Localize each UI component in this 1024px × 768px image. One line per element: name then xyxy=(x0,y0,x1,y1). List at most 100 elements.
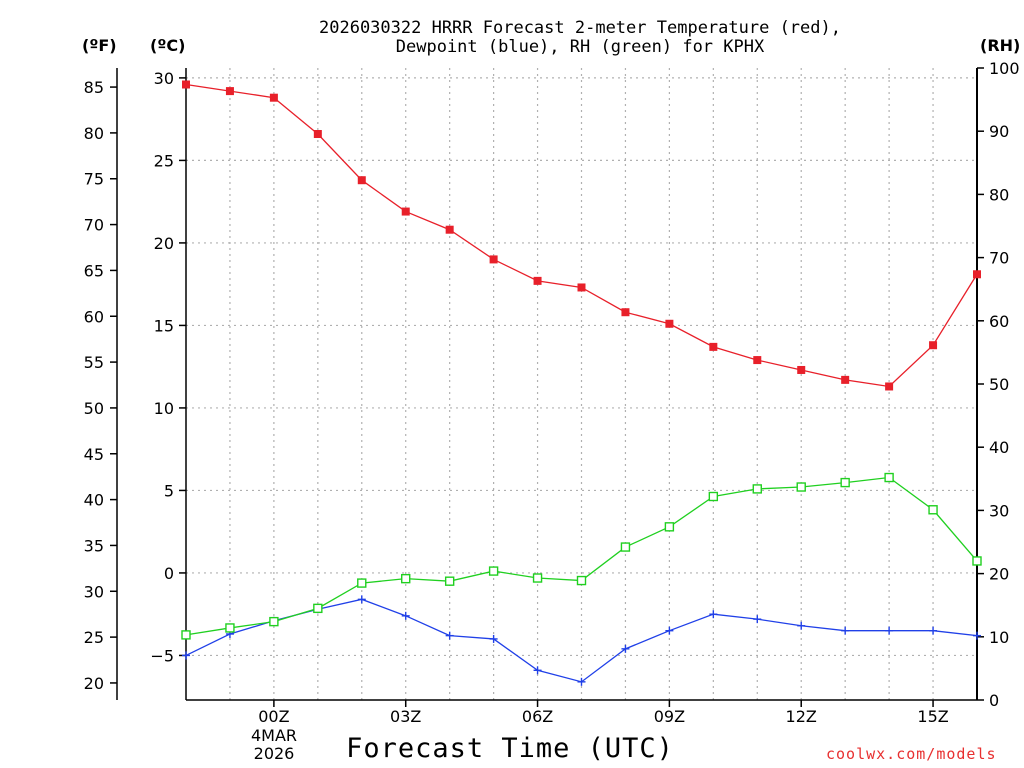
temperature-point xyxy=(489,255,498,264)
rh-tick-label: 10 xyxy=(989,628,1009,647)
fahrenheit-tick-label: 85 xyxy=(84,78,104,97)
fahrenheit-tick-label: 50 xyxy=(84,399,104,418)
rh-tick-label: 20 xyxy=(989,565,1009,584)
rh-point xyxy=(225,623,235,633)
temperature-point xyxy=(841,375,850,384)
temperature-point xyxy=(973,270,981,279)
rh-point xyxy=(972,556,982,566)
rh-point xyxy=(708,491,719,502)
dewpoint-point xyxy=(445,631,454,640)
rh-point xyxy=(401,573,411,584)
fahrenheit-tick-label: 75 xyxy=(84,170,104,189)
celsius-tick-label: 20 xyxy=(154,234,174,253)
temperature-point xyxy=(269,93,278,102)
fahrenheit-tick-label: 40 xyxy=(84,491,104,510)
credit-link[interactable]: coolwx.com/models xyxy=(826,745,997,763)
rh-unit-label: (RH) xyxy=(980,36,1021,55)
fahrenheit-tick-label: 30 xyxy=(84,582,104,601)
grid-lines xyxy=(186,68,977,700)
rh-tick-label: 40 xyxy=(989,438,1009,457)
date-year-label: 2026 xyxy=(253,744,295,763)
fahrenheit-tick-label: 25 xyxy=(84,628,104,647)
rh-tick-label: 80 xyxy=(989,185,1009,204)
x-tick-label: 12Z xyxy=(786,707,817,726)
data-series xyxy=(181,80,982,686)
rh-point xyxy=(357,578,367,588)
temperature-point xyxy=(401,207,410,216)
rh-point xyxy=(313,603,323,614)
celsius-tick-label: 5 xyxy=(164,481,174,500)
date-day-label: 4MAR xyxy=(250,726,298,745)
rh-tick-label: 50 xyxy=(989,375,1009,394)
rh-point xyxy=(620,542,631,552)
fahrenheit-tick-label: 20 xyxy=(84,674,104,693)
x-tick-label: 15Z xyxy=(917,707,948,726)
temperature-point xyxy=(533,276,542,285)
dewpoint-point xyxy=(577,677,586,686)
temperature-point xyxy=(182,80,190,89)
temperature-point xyxy=(665,319,674,328)
fahrenheit-tick-label: 60 xyxy=(84,307,104,326)
rh-point xyxy=(884,472,894,483)
rh-point xyxy=(532,573,543,583)
fahrenheit-tick-label: 80 xyxy=(84,124,104,143)
fahrenheit-tick-label: 35 xyxy=(84,536,104,555)
dewpoint-point xyxy=(401,611,410,620)
rh-tick-label: 60 xyxy=(989,312,1009,331)
dewpoint-point xyxy=(489,634,498,643)
x-tick-label: 09Z xyxy=(654,707,685,726)
rh-tick-label: 70 xyxy=(989,249,1009,268)
rh-point xyxy=(488,566,499,576)
rh-point xyxy=(752,484,762,494)
dewpoint-point xyxy=(973,631,981,640)
temperature-point xyxy=(753,356,762,365)
dewpoint-point xyxy=(841,626,850,635)
temperature-point xyxy=(577,283,586,292)
temperature-point xyxy=(445,225,454,234)
temperature-point xyxy=(797,365,806,374)
dewpoint-point xyxy=(357,595,366,604)
dewpoint-point xyxy=(929,626,938,635)
dewpoint-point xyxy=(621,644,630,653)
rh-tick-label: 0 xyxy=(989,691,999,710)
fahrenheit-tick-label: 45 xyxy=(84,445,104,464)
fahrenheit-unit-label: (ºF) xyxy=(82,36,117,55)
dewpoint-point xyxy=(665,626,674,635)
temperature-point xyxy=(313,130,322,139)
celsius-tick-label: 0 xyxy=(164,564,174,583)
dewpoint-point xyxy=(753,615,762,624)
rh-point xyxy=(840,477,850,488)
x-tick-label: 00Z xyxy=(258,707,289,726)
rh-point xyxy=(928,505,938,515)
fahrenheit-tick-label: 55 xyxy=(84,353,104,372)
x-axis-title: Forecast Time (UTC) xyxy=(346,733,674,764)
dewpoint-point xyxy=(709,610,718,619)
rh-point xyxy=(796,482,806,492)
celsius-tick-label: 30 xyxy=(154,69,174,88)
celsius-tick-label: −5 xyxy=(150,646,174,665)
dewpoint-point xyxy=(885,626,894,635)
rh-point xyxy=(576,575,587,586)
temperature-point xyxy=(621,308,630,317)
dewpoint-point xyxy=(182,651,190,660)
x-tick-label: 03Z xyxy=(390,707,421,726)
temperature-point xyxy=(357,176,366,185)
rh-tick-label: 30 xyxy=(989,501,1009,520)
dewpoint-point xyxy=(533,666,542,675)
temperature-point xyxy=(885,382,894,391)
rh-tick-label: 100 xyxy=(989,59,1020,78)
chart-title-line-1: 2026030322 HRRR Forecast 2-meter Tempera… xyxy=(319,18,841,38)
rh-point xyxy=(269,616,279,627)
celsius-tick-label: 10 xyxy=(154,399,174,418)
x-tick-label: 06Z xyxy=(522,707,553,726)
celsius-tick-label: 15 xyxy=(154,316,174,335)
chart-title-line-2: Dewpoint (blue), RH (green) for KPHX xyxy=(395,37,765,57)
rh-point xyxy=(181,630,191,640)
fahrenheit-tick-label: 70 xyxy=(84,216,104,235)
celsius-tick-label: 25 xyxy=(154,151,174,170)
celsius-unit-label: (ºC) xyxy=(150,36,186,55)
dewpoint-point xyxy=(797,621,806,630)
rh-point xyxy=(664,522,675,532)
temperature-point xyxy=(929,341,938,350)
